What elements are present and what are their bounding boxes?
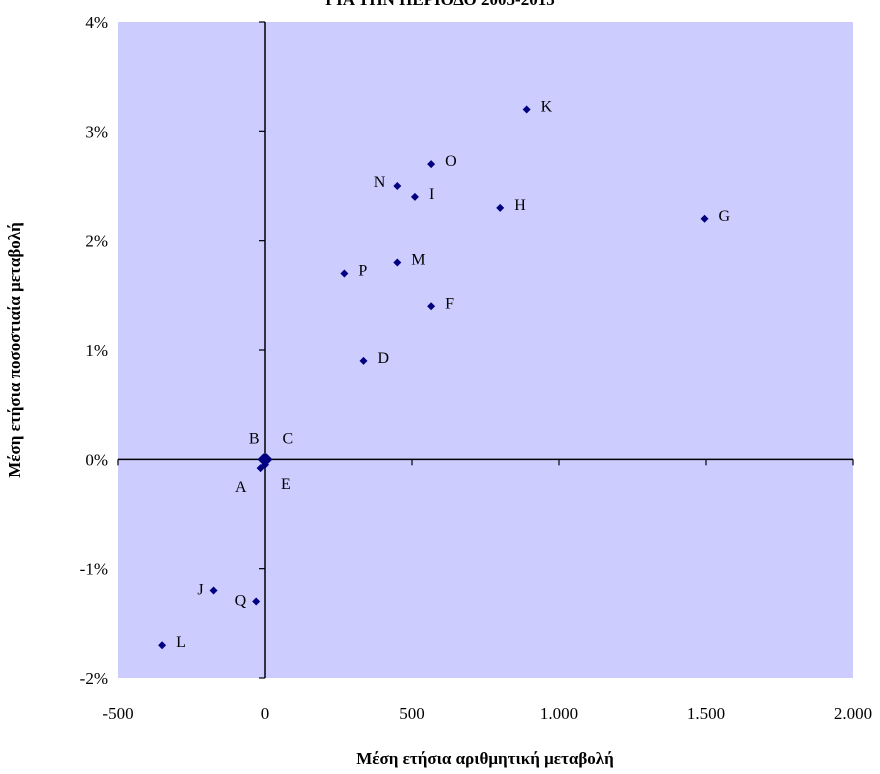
data-point-l: [158, 641, 167, 650]
y-tick-label: 0%: [85, 450, 108, 469]
y-tick-label: 4%: [85, 13, 108, 32]
x-tick-label: 1.500: [687, 704, 725, 723]
x-tick-label: 0: [261, 704, 270, 723]
data-point-f: [427, 302, 436, 311]
data-point-i: [410, 192, 419, 201]
point-label-m: M: [411, 252, 425, 269]
point-label-q: Q: [235, 592, 247, 609]
x-tick-label: 1.000: [540, 704, 578, 723]
y-tick-label: 2%: [85, 232, 108, 251]
data-point-m: [393, 258, 402, 267]
data-point-o: [427, 160, 436, 169]
point-labels: A B C D E F G H I J K L M N O P Q: [176, 98, 730, 651]
axes: [117, 21, 854, 679]
point-label-f: F: [445, 295, 454, 312]
point-label-p: P: [358, 262, 367, 279]
data-points: [158, 105, 709, 650]
data-point-p: [340, 269, 349, 278]
point-label-j: J: [197, 582, 203, 599]
data-point-e: [261, 460, 269, 469]
x-tick-label: 2.000: [834, 704, 872, 723]
x-tick-label: 500: [399, 704, 425, 723]
x-axis-title: Μέση ετήσια αριθμητική μεταβολή: [356, 749, 614, 768]
y-tick-label: -2%: [80, 669, 108, 688]
point-label-l: L: [176, 634, 186, 651]
point-label-n: N: [374, 174, 386, 191]
y-tick-label: -1%: [80, 560, 108, 579]
plot-area: [118, 22, 853, 678]
point-label-g: G: [719, 208, 731, 225]
y-axis-title: Μέση ετήσια ποσοστιαία μεταβολή: [5, 222, 24, 478]
data-point-g: [700, 214, 709, 223]
point-label-k: K: [541, 98, 553, 115]
point-label-d: D: [377, 350, 389, 367]
point-label-a: A: [235, 479, 247, 496]
data-point-q: [252, 597, 261, 606]
y-tick-label: 1%: [85, 341, 108, 360]
point-label-o: O: [445, 153, 457, 170]
data-point-n: [393, 182, 402, 190]
chart-title: ΓΙΑ ΤΗΝ ΠΕΡΙΟΔΟ 2005-2015: [325, 0, 554, 9]
y-tick-label: 3%: [85, 122, 108, 141]
data-point-j: [209, 586, 218, 595]
data-point-h: [496, 203, 505, 212]
point-label-i: I: [429, 186, 434, 203]
point-label-c: C: [282, 430, 293, 447]
data-point-d: [359, 356, 368, 365]
data-point-k: [522, 105, 531, 114]
point-label-b: B: [249, 430, 260, 447]
tick-labels: -2% -1% 0% 1% 2% 3% 4% -500 0 500 1.000 1.500 2.000: [80, 13, 872, 723]
point-label-e: E: [281, 476, 291, 493]
x-tick-label: -500: [102, 704, 133, 723]
point-label-h: H: [514, 197, 526, 214]
